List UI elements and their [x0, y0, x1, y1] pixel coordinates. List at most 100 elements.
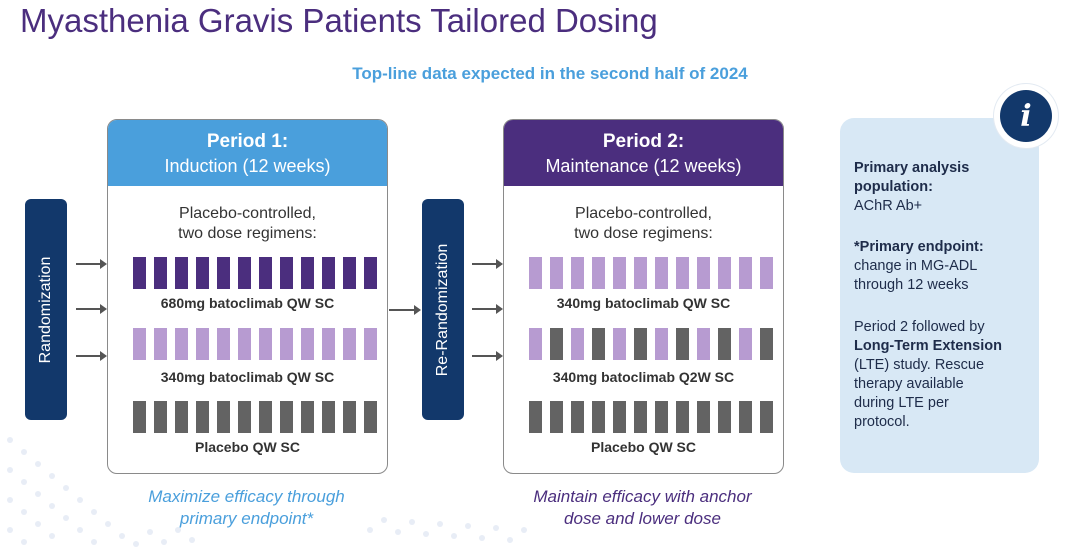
- period2-arm2-dose-bar: [655, 328, 668, 360]
- arrow-to-p2-arm2: [472, 304, 503, 314]
- period2-description-line2: two dose regimens:: [574, 225, 713, 242]
- lte-line1: Period 2 followed by: [854, 319, 985, 335]
- arrow-period1-to-rerandomization: [389, 305, 421, 315]
- period2-arm2-dose-bar: [571, 328, 584, 360]
- info-icon-glyph: i: [1020, 99, 1032, 134]
- decorative-dot-pattern-center: [367, 517, 527, 543]
- period1-arm1-dose-bar: [238, 257, 251, 289]
- period2-arm1-dose-bar: [676, 257, 689, 289]
- period2-box: Period 2: Maintenance (12 weeks) Placebo…: [503, 119, 784, 474]
- period2-arm1-dose-bar: [529, 257, 542, 289]
- period1-arm2-dose-bar: [238, 328, 251, 360]
- period1-arm1-dose-bar: [196, 257, 209, 289]
- info-panel: [840, 118, 1039, 473]
- period1-arm1-dose-bar: [343, 257, 356, 289]
- period1-arm2-dose-bar: [322, 328, 335, 360]
- period2-description: Placebo-controlled, two dose regimens:: [504, 204, 783, 244]
- period1-arm2-dose-bar: [259, 328, 272, 360]
- period1-arm1-dose-bar: [154, 257, 167, 289]
- period1-arm3-bars: [133, 401, 377, 433]
- period2-arm3-dose-bar: [571, 401, 584, 433]
- period1-arm1-dose-bar: [133, 257, 146, 289]
- period1-header: Period 1: Induction (12 weeks): [108, 120, 387, 186]
- randomization-bar: Randomization: [25, 199, 67, 420]
- info-icon: i: [994, 84, 1058, 148]
- period1-arm1-label: 680mg batoclimab QW SC: [160, 295, 335, 311]
- primary-endpoint-line1: change in MG-ADL: [854, 258, 978, 274]
- period1-arm3-dose-bar: [301, 401, 314, 433]
- period1-goal: Maximize efficacy through primary endpoi…: [107, 486, 386, 530]
- lte-line5: during LTE per: [854, 395, 949, 411]
- period1-box: Period 1: Induction (12 weeks) Placebo-c…: [107, 119, 388, 474]
- period1-subheading: Induction (12 weeks): [164, 156, 331, 176]
- period2-goal-line1: Maintain efficacy with anchor: [533, 487, 752, 506]
- period1-arm2-dose-bar: [133, 328, 146, 360]
- period1-arm2-dose-bar: [217, 328, 230, 360]
- period2-arm1-label: 340mg batoclimab QW SC: [556, 295, 731, 311]
- arrow-to-arm1: [76, 259, 107, 269]
- period2-arm3-dose-bar: [676, 401, 689, 433]
- period1-description-line1: Placebo-controlled,: [179, 205, 316, 222]
- period1-arm1-bars: [133, 257, 377, 289]
- subtitle: Top-line data expected in the second hal…: [352, 64, 748, 83]
- period2-goal-line2: dose and lower dose: [564, 509, 721, 528]
- period2-description-line1: Placebo-controlled,: [575, 205, 712, 222]
- primary-endpoint: *Primary endpoint: change in MG-ADL thro…: [854, 238, 1034, 295]
- period1-arm1-dose-bar: [175, 257, 188, 289]
- period1-arm3-dose-bar: [238, 401, 251, 433]
- period2-arm1-dose-bar: [571, 257, 584, 289]
- period1-arm1-dose-bar: [364, 257, 377, 289]
- period2-arm3-dose-bar: [592, 401, 605, 433]
- lte-note: Period 2 followed by Long-Term Extension…: [854, 318, 1034, 432]
- period2-arm1-dose-bar: [592, 257, 605, 289]
- period2-arm2-dose-bar: [592, 328, 605, 360]
- period1-arm2-dose-bar: [196, 328, 209, 360]
- period2-arm3-dose-bar: [697, 401, 710, 433]
- period1-arm3-label: Placebo QW SC: [194, 439, 301, 455]
- info-icon-disc: i: [1000, 90, 1052, 142]
- period1-arm2-bars: [133, 328, 377, 360]
- period1-arm3-dose-bar: [217, 401, 230, 433]
- period1-arm3-dose-bar: [280, 401, 293, 433]
- arrow-to-arm2: [76, 304, 107, 314]
- period2-arm2-dose-bar: [634, 328, 647, 360]
- period2-subheading: Maintenance (12 weeks): [545, 156, 742, 176]
- period1-arm2-dose-bar: [175, 328, 188, 360]
- period2-arm1-dose-bar: [550, 257, 563, 289]
- rerandomization-bar: Re-Randomization: [422, 199, 464, 420]
- period2-arm3-dose-bar: [550, 401, 563, 433]
- period1-arm3-dose-bar: [154, 401, 167, 433]
- period1-arm1-dose-bar: [322, 257, 335, 289]
- period1-arm3-dose-bar: [322, 401, 335, 433]
- period1-arm2-label: 340mg batoclimab QW SC: [160, 369, 335, 385]
- period1-arm2-dose-bar: [154, 328, 167, 360]
- period2-arm1-dose-bar: [760, 257, 773, 289]
- period1-arm2-dose-bar: [280, 328, 293, 360]
- period1-arm2-dose-bar: [343, 328, 356, 360]
- period1-goal-line2: primary endpoint*: [179, 509, 314, 528]
- page-title: Myasthenia Gravis Patients Tailored Dosi…: [20, 2, 658, 39]
- period2-arm3-dose-bar: [760, 401, 773, 433]
- period2-arm2-bars: [529, 328, 773, 360]
- period1-heading: Period 1:: [206, 131, 289, 152]
- primary-population-value: AChR Ab+: [854, 198, 923, 214]
- period2-arm2-dose-bar: [739, 328, 752, 360]
- period2-arm3-dose-bar: [613, 401, 626, 433]
- period2-arm1-dose-bar: [655, 257, 668, 289]
- period1-arm3-dose-bar: [259, 401, 272, 433]
- period1-arm3-dose-bar: [133, 401, 146, 433]
- period2-arm3-dose-bar: [718, 401, 731, 433]
- period1-arm1-dose-bar: [280, 257, 293, 289]
- arrow-to-arm3: [76, 351, 107, 361]
- arrow-to-p2-arm1: [472, 259, 503, 269]
- period1-arm1-dose-bar: [217, 257, 230, 289]
- randomization-label: Randomization: [37, 256, 54, 363]
- period1-arm2-dose-bar: [364, 328, 377, 360]
- period2-arm1-bars: [529, 257, 773, 289]
- primary-endpoint-heading: *Primary endpoint:: [854, 239, 984, 255]
- period1-arm1-dose-bar: [259, 257, 272, 289]
- period2-arm3-dose-bar: [529, 401, 542, 433]
- lte-line3: (LTE) study. Rescue: [854, 357, 985, 373]
- period2-arm1-dose-bar: [718, 257, 731, 289]
- period2-arm3-dose-bar: [634, 401, 647, 433]
